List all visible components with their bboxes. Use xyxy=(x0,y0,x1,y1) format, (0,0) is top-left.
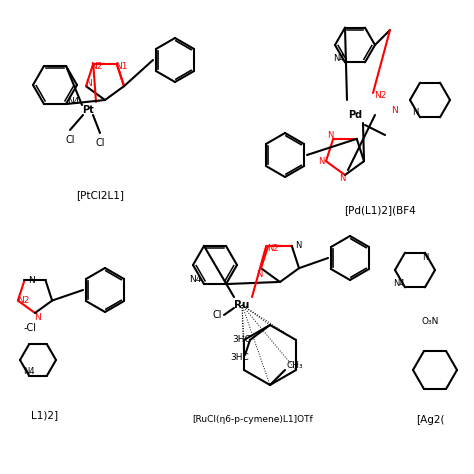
Text: N: N xyxy=(392,106,398,115)
Text: N: N xyxy=(256,270,262,279)
Text: [PtCl2L1]: [PtCl2L1] xyxy=(76,190,124,200)
Text: [RuCl(η6-p-cymene)L1]OTf: [RuCl(η6-p-cymene)L1]OTf xyxy=(192,416,313,425)
Text: CH₃: CH₃ xyxy=(287,361,303,370)
Text: N: N xyxy=(339,173,345,182)
Text: N: N xyxy=(296,241,302,250)
Text: L1)2]: L1)2] xyxy=(31,410,59,420)
Text: N4: N4 xyxy=(67,97,80,106)
Text: N: N xyxy=(35,313,41,322)
Text: [Ag2(: [Ag2( xyxy=(416,415,444,425)
Text: N: N xyxy=(412,108,418,117)
Text: Cl: Cl xyxy=(95,138,105,148)
Text: N1: N1 xyxy=(116,62,128,71)
Text: N2: N2 xyxy=(17,296,29,305)
Text: N: N xyxy=(86,79,92,88)
Text: -Cl: -Cl xyxy=(24,323,36,333)
Text: N4: N4 xyxy=(333,54,345,63)
Text: 3HC: 3HC xyxy=(233,336,251,345)
Text: N2: N2 xyxy=(90,62,102,71)
Text: Ru: Ru xyxy=(234,300,250,310)
Text: N: N xyxy=(318,157,324,166)
Text: Pd: Pd xyxy=(348,110,362,120)
Text: N: N xyxy=(28,276,35,285)
Text: N2: N2 xyxy=(374,91,386,100)
Text: Pt: Pt xyxy=(82,105,94,115)
Text: N: N xyxy=(327,131,333,140)
Text: O₃N: O₃N xyxy=(421,318,439,327)
Text: N4: N4 xyxy=(393,279,405,288)
Text: N2: N2 xyxy=(267,244,279,253)
Text: Cl: Cl xyxy=(65,135,75,145)
Text: [Pd(L1)2](BF4: [Pd(L1)2](BF4 xyxy=(344,205,416,215)
Text: N4: N4 xyxy=(189,274,201,283)
Text: N: N xyxy=(422,253,428,262)
Text: N4: N4 xyxy=(23,367,35,376)
Text: Cl: Cl xyxy=(212,310,222,320)
Text: 3HC: 3HC xyxy=(231,353,249,362)
